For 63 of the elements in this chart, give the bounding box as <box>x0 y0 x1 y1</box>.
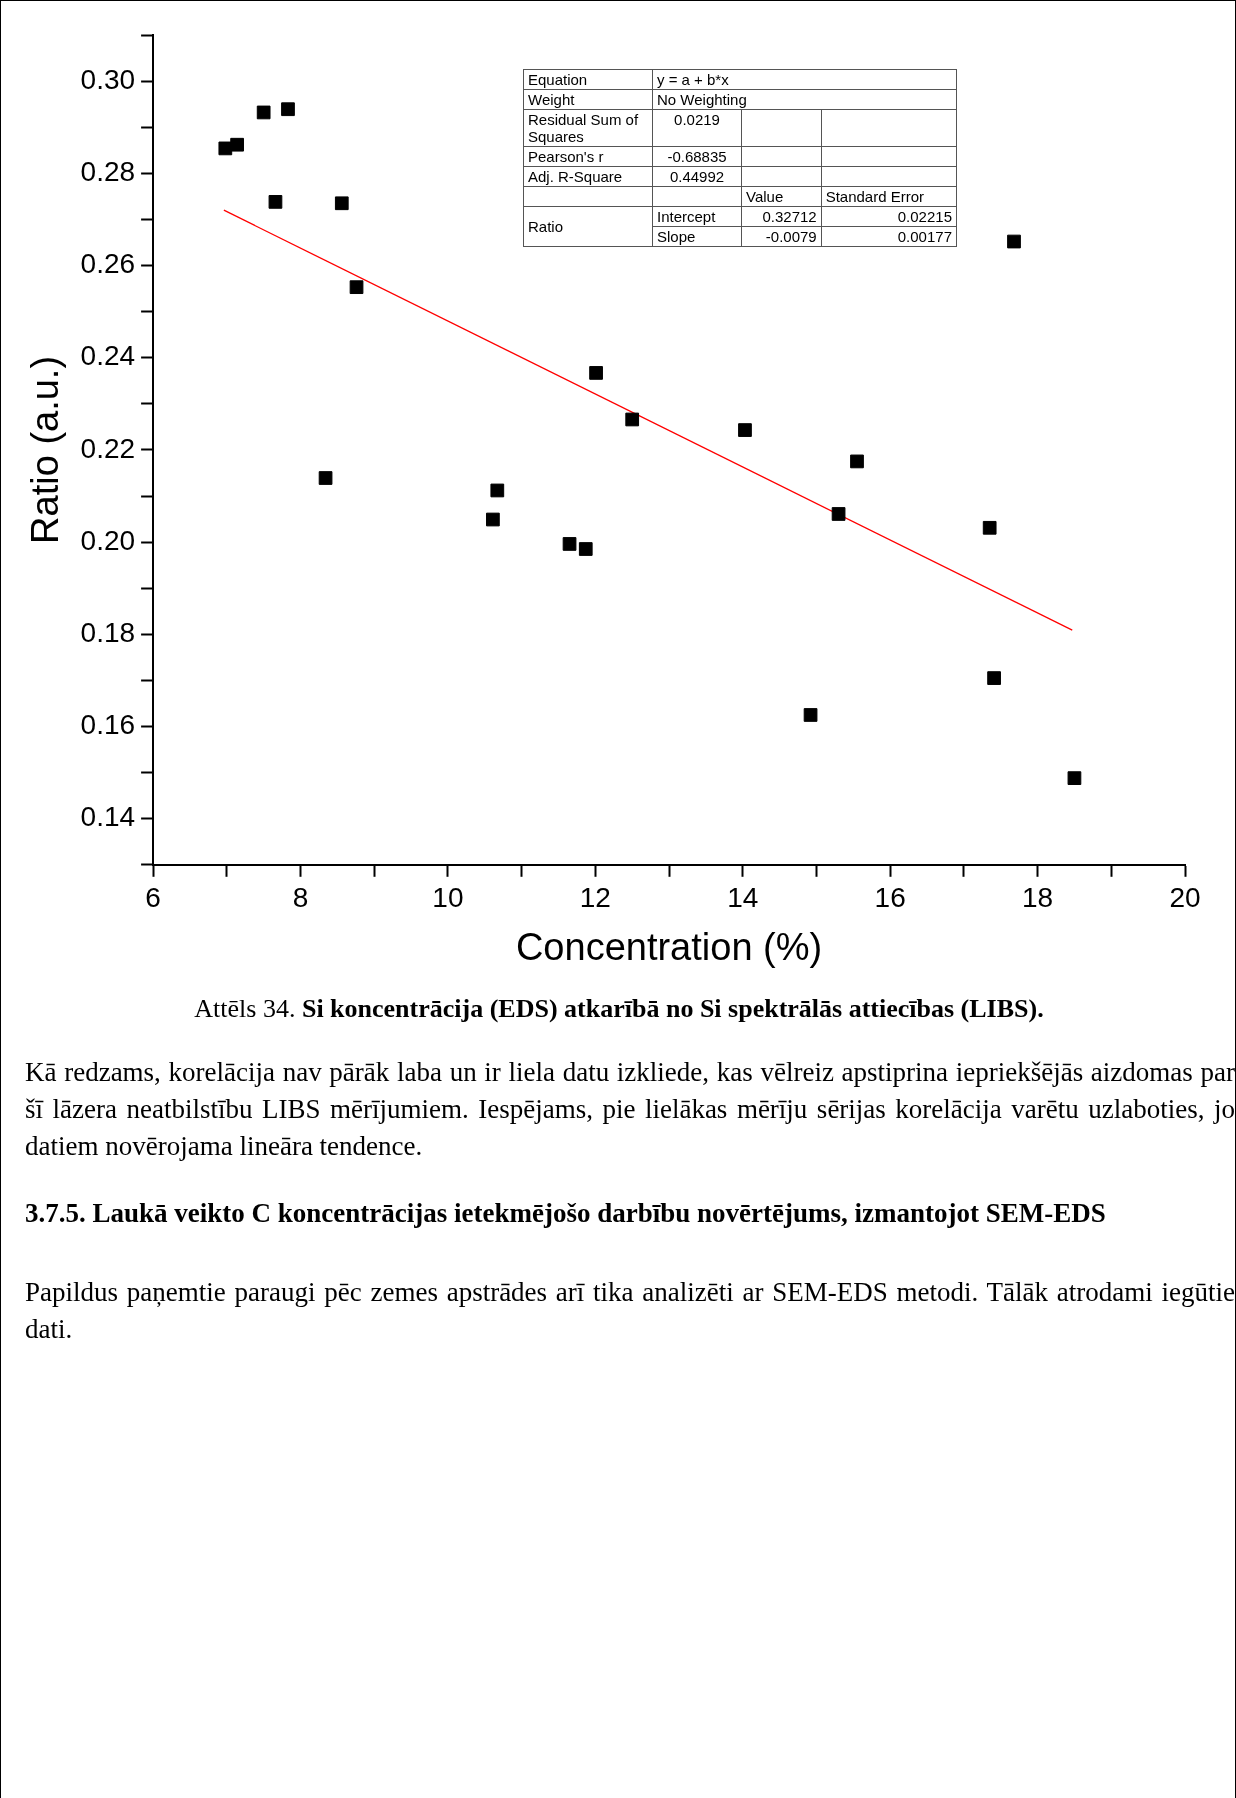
text: Kā redzams, korelācija nav pārāk laba un ir liela datu izkliede, kas vēlreiz apstiprina iepriekšējās aizdomas par šī lāzera neatbilstību LIBS mērījumiem. Iespējams, pie lielākas mērīju sērijas korelācija varētu uzlaboties, jo datiem novērojama lineāra tendence. <box>25 1056 1235 1163</box>
point <box>589 366 603 380</box>
annotation: y = a + b*x <box>652 69 957 90</box>
annotation: Adj. R-Square <box>523 166 653 187</box>
point <box>486 512 500 527</box>
x-tick-label: 6 <box>145 882 161 914</box>
point <box>1067 771 1082 785</box>
annotation: No Weighting <box>652 89 957 110</box>
point <box>562 537 577 551</box>
point <box>831 507 846 521</box>
x-tick-label: 20 <box>1169 882 1201 914</box>
x-tick-label: 18 <box>1022 882 1054 914</box>
y-tick-label: 0.20 <box>80 524 136 556</box>
point <box>850 454 864 469</box>
point <box>803 708 818 722</box>
y-tick-label: 0.28 <box>80 156 136 188</box>
y-tick-label: 0.24 <box>80 340 136 372</box>
x-tick-label: 8 <box>292 882 309 914</box>
point <box>1007 234 1021 249</box>
y-tick-label: 0.18 <box>80 617 136 649</box>
y-tick-label: 0.26 <box>80 248 136 280</box>
point <box>334 196 349 211</box>
x-tick-label: 12 <box>579 882 611 914</box>
text: 3.7.5. Laukā veikto C koncentrācijas ietekmējošo darbību novērtējums, izmantojot SEM-EDS <box>25 1198 1107 1229</box>
point <box>256 105 271 120</box>
y-tick-label: 0.16 <box>80 709 136 741</box>
y-tick-label: 0.30 <box>80 63 136 95</box>
point <box>318 471 333 485</box>
annotation: Value <box>741 186 822 207</box>
annotation: 0.32712 <box>741 206 822 227</box>
x-tick-label: 14 <box>727 882 759 914</box>
annotation: Standard Error <box>821 186 957 207</box>
text: Attēls 34. Si koncentrācija (EDS) atkarībā no Si spektrālās attiecības (LIBS). <box>193 994 1045 1024</box>
annotation: Ratio <box>523 206 653 247</box>
point <box>578 542 593 556</box>
annotation: Pearson's r <box>523 146 653 167</box>
annotation: Slope <box>652 226 742 247</box>
annotation: 0.44992 <box>652 166 742 187</box>
annotation: -0.68835 <box>652 146 742 167</box>
annotation: 0.02215 <box>821 206 957 227</box>
x-axis-title: Concentration (%) <box>515 925 823 968</box>
y-axis-title: Ratio (a.u.) <box>24 355 67 544</box>
text: Papildus paņemtie paraugi pēc zemes apstrādes arī tika analizēti ar SEM-EDS metodi. Tālāk atrodami iegūtie dati. <box>25 1276 1235 1346</box>
point <box>349 280 364 295</box>
point <box>738 423 752 437</box>
annotation: Weight <box>523 89 653 110</box>
point <box>490 483 505 498</box>
y-tick-label: 0.14 <box>80 801 136 833</box>
x-tick-label: 10 <box>432 882 464 914</box>
point <box>230 137 244 152</box>
annotation: Intercept <box>652 206 742 227</box>
point <box>987 671 1001 685</box>
point <box>982 520 997 535</box>
annotation: Residual Sum of Squares <box>523 109 653 147</box>
x-tick-label: 16 <box>874 882 906 914</box>
annotation: 0.0219 <box>652 109 742 147</box>
annotation: Equation <box>523 69 653 90</box>
annotation: -0.0079 <box>741 226 822 247</box>
y-tick-label: 0.22 <box>80 432 136 464</box>
annotation: 0.00177 <box>821 226 957 247</box>
point <box>625 412 640 427</box>
point <box>268 195 283 209</box>
point <box>281 102 295 117</box>
